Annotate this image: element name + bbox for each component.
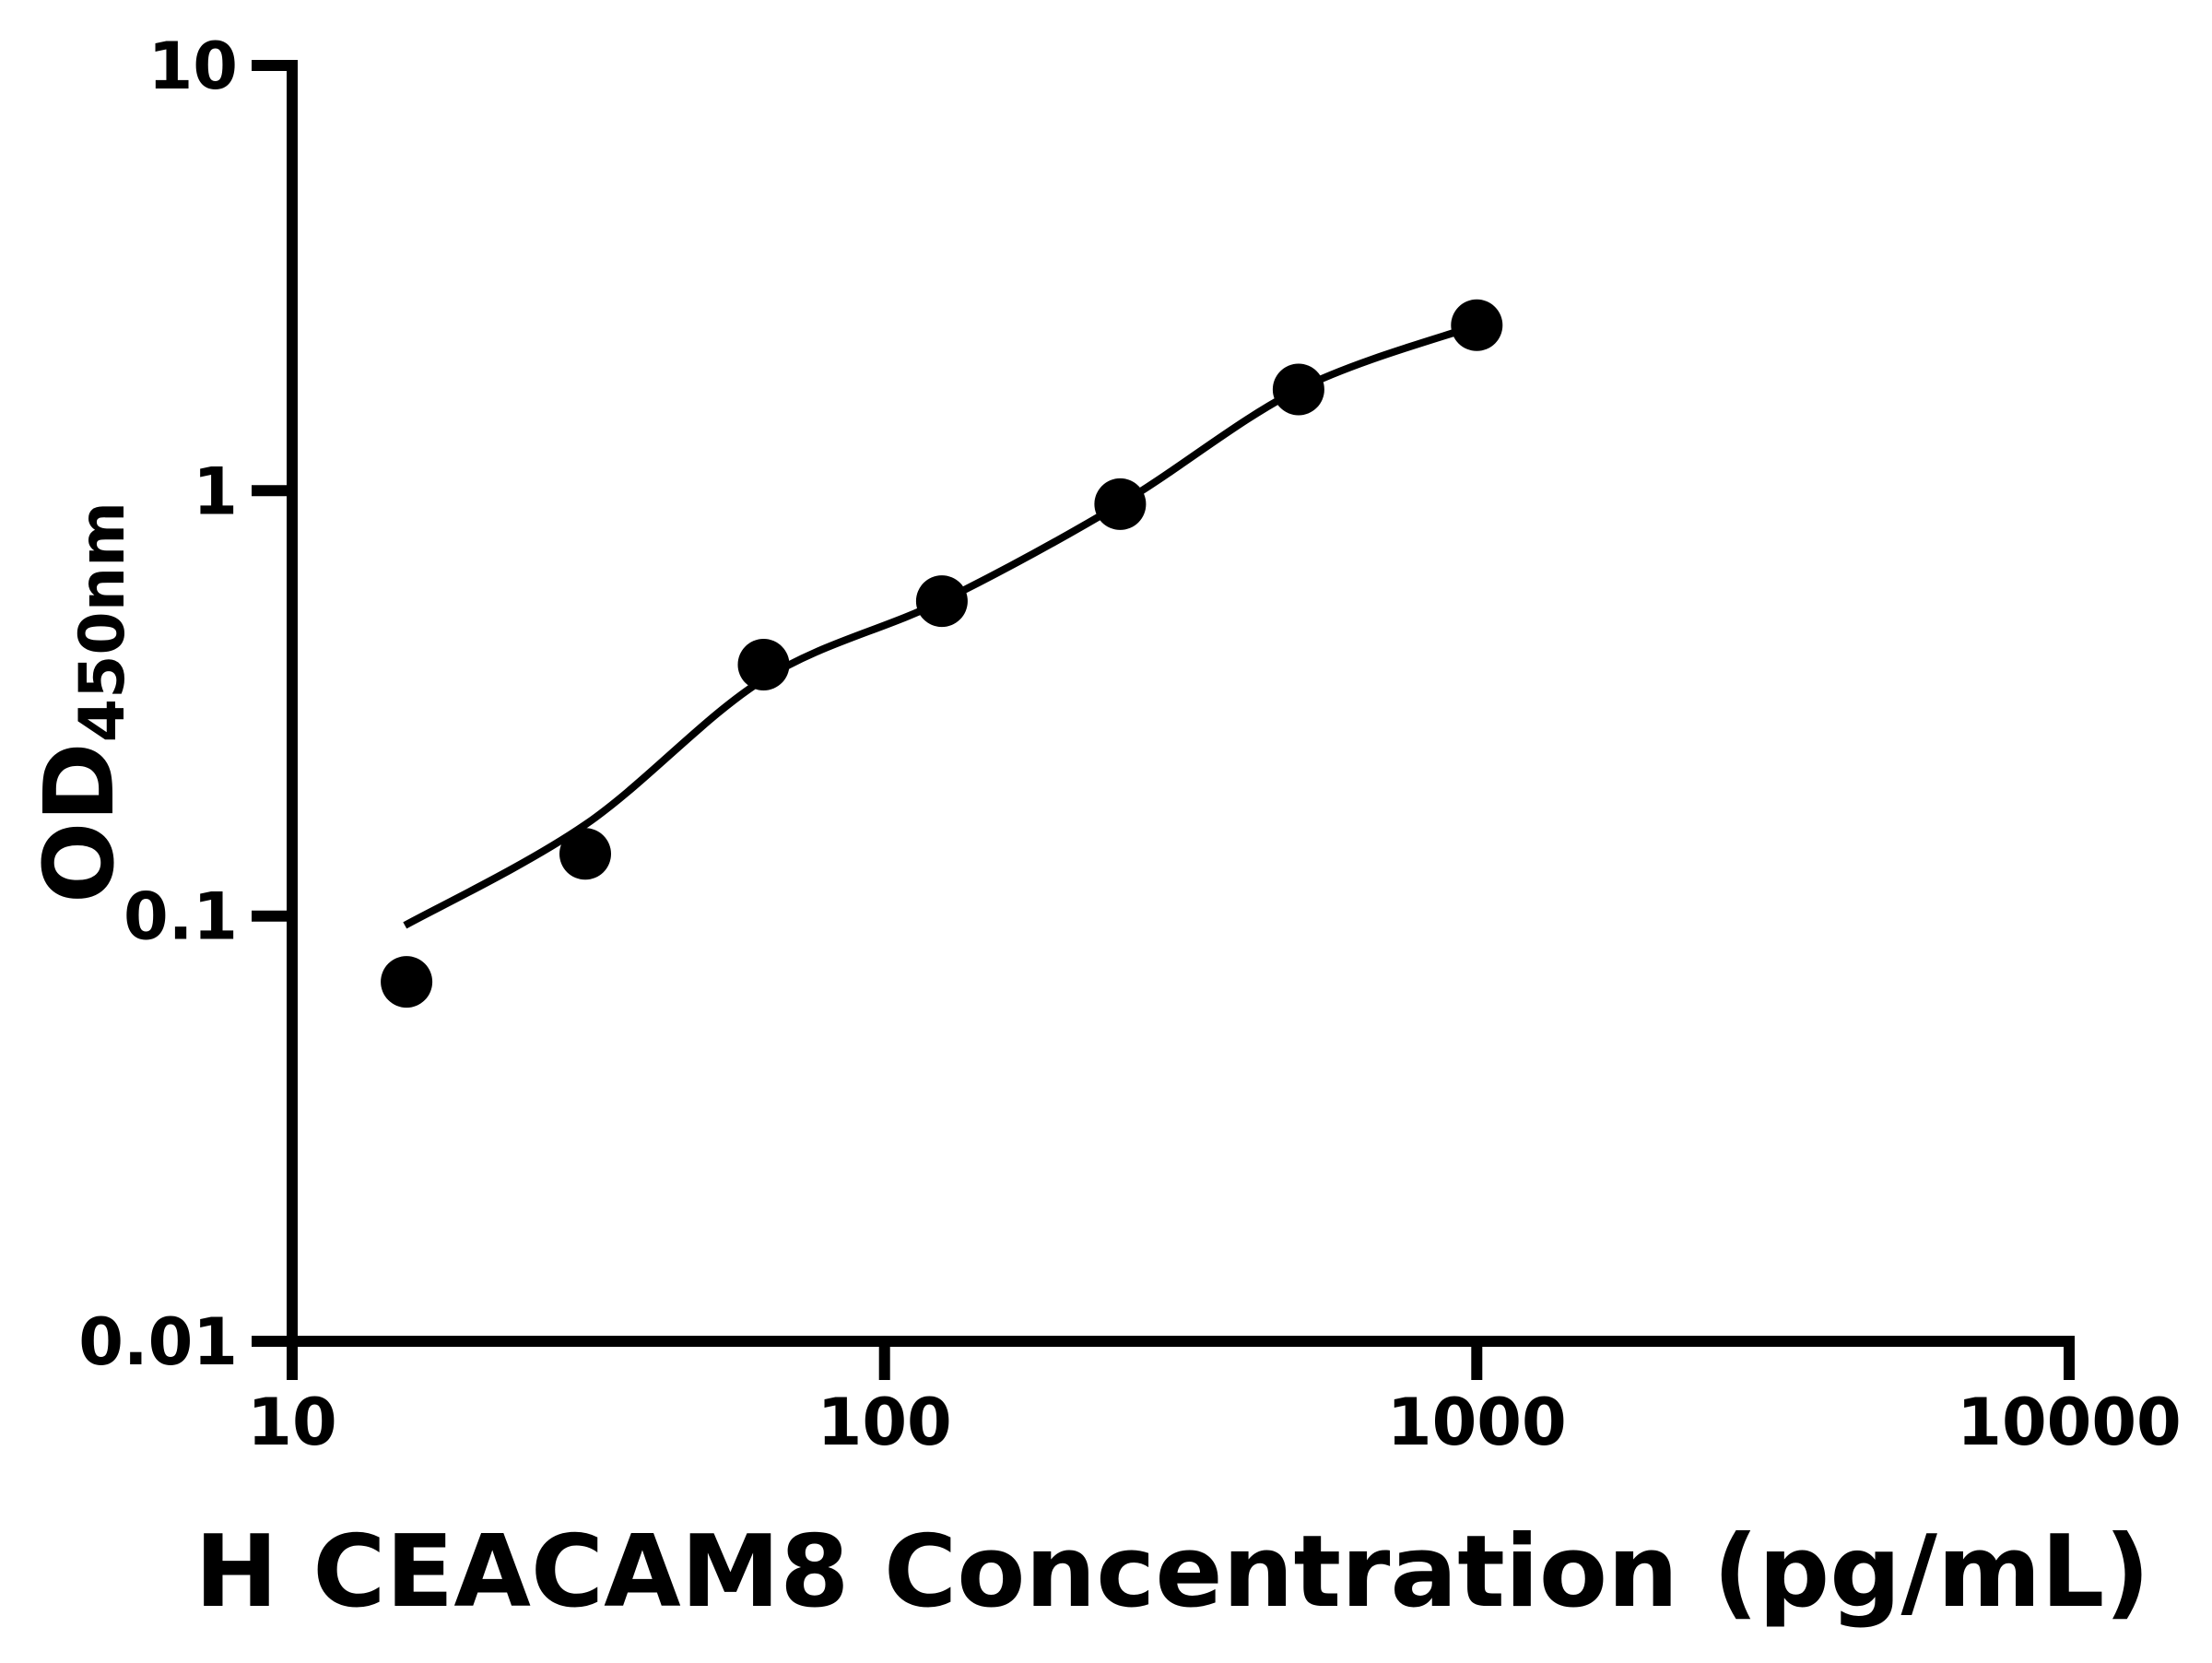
y-axis-title-sub: 450nm bbox=[66, 501, 139, 742]
y-axis-title: OD450nm bbox=[23, 501, 139, 903]
fit-curve-line bbox=[403, 322, 1478, 929]
x-axis-title: H CEACAM8 Concentration (pg/mL) bbox=[194, 1515, 2149, 1630]
y-axis-title-main: OD bbox=[23, 742, 135, 903]
data-point bbox=[559, 828, 611, 880]
axes-layer: 10 100 1000 10000 10 1 0.1 0.01 bbox=[78, 29, 2181, 1460]
y-tick-label: 10 bbox=[148, 29, 238, 104]
y-tick-label: 1 bbox=[193, 454, 238, 529]
x-tick-label: 100 bbox=[818, 1385, 952, 1460]
data-point bbox=[737, 639, 790, 690]
x-tick-label: 1000 bbox=[1387, 1385, 1567, 1460]
x-tick-label: 10000 bbox=[1957, 1385, 2182, 1460]
y-tick-label: 0.01 bbox=[78, 1304, 238, 1380]
data-layer bbox=[381, 299, 1503, 1008]
y-tick-label: 0.1 bbox=[124, 879, 238, 955]
x-tick-label: 10 bbox=[247, 1385, 336, 1460]
data-point bbox=[381, 956, 433, 1008]
